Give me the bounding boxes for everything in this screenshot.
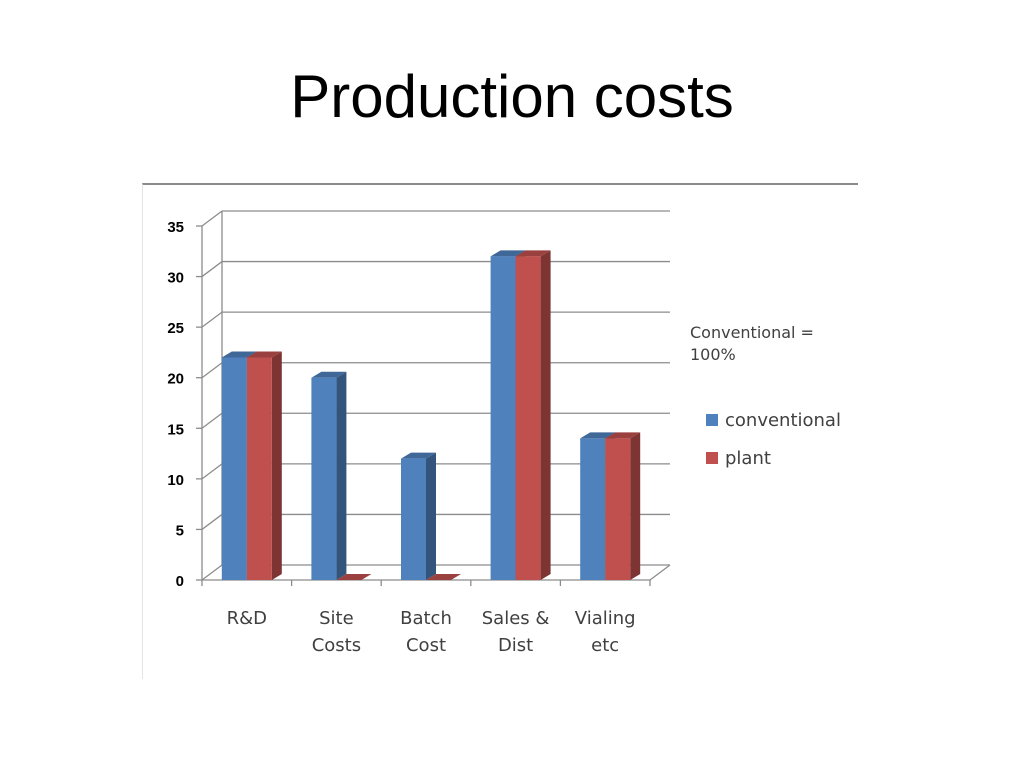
y-tick-label: 35: [167, 219, 184, 236]
bar-front: [490, 256, 516, 580]
bar-side: [630, 432, 641, 580]
bar-top: [246, 351, 282, 358]
gridline-side: [201, 362, 223, 379]
legend-swatch-plant: [706, 452, 718, 464]
legend-item-plant: plant: [706, 439, 841, 477]
legend-label-conventional: conventional: [725, 409, 841, 431]
bar-plant: [246, 351, 282, 580]
y-tick-label: 10: [167, 472, 184, 489]
bar-plant: [336, 574, 372, 580]
bar-front: [221, 357, 247, 580]
floor-right-edge: [649, 564, 671, 581]
x-tick-label: Site Costs: [312, 608, 361, 656]
legend-item-conventional: conventional: [706, 401, 841, 439]
y-tick-label: 0: [176, 573, 184, 590]
legend: conventional plant: [706, 401, 841, 477]
x-tick-label-line: Cost: [406, 635, 446, 656]
x-tick-label: R&D: [227, 608, 267, 629]
y-tick-label: 30: [167, 270, 184, 287]
gridline-side: [201, 463, 223, 480]
bar-top: [490, 250, 526, 257]
bar-plant: [515, 250, 551, 581]
bar-conventional: [311, 371, 347, 580]
x-tick-label: Vialing etc: [575, 608, 636, 656]
bar-top: [515, 250, 551, 257]
gridlines: [201, 210, 670, 581]
bars: [221, 250, 641, 581]
x-tick-label-line: Batch: [400, 608, 452, 629]
bar-front: [605, 438, 631, 580]
gridline-side: [201, 210, 223, 227]
axis-labels: 0 5 10 15 20 25 30 35 R&D Site Costs Batch Cost Sales…: [167, 219, 635, 656]
bar-front: [246, 357, 272, 580]
y-tick-label: 20: [167, 371, 184, 388]
gridline-side: [201, 311, 223, 328]
bar-side: [271, 351, 282, 580]
bar-top: [580, 432, 616, 439]
bar-side: [540, 250, 551, 581]
gridline-side: [201, 261, 223, 278]
x-tick-label-line: etc: [591, 635, 619, 656]
bar-top: [336, 574, 372, 580]
y-tick-label: 25: [167, 320, 184, 337]
gridline-side: [201, 412, 223, 429]
legend-note: Conventional = 100%: [690, 323, 814, 364]
x-tick-label-line: Dist: [498, 635, 533, 656]
x-tick-label: Batch Cost: [400, 608, 452, 656]
bar-front: [580, 438, 606, 580]
gridline-side: [201, 513, 223, 530]
y-tick-label: 5: [176, 522, 184, 539]
bar-front: [515, 256, 541, 580]
bar-top: [605, 432, 641, 439]
y-tick-label: 15: [167, 421, 184, 438]
legend-label-plant: plant: [725, 447, 771, 469]
x-tick-label: Sales & Dist: [482, 608, 550, 656]
bar-conventional: [401, 452, 436, 580]
x-tick-label-line: Vialing: [575, 608, 636, 629]
legend-swatch-conventional: [706, 414, 718, 426]
bar-side: [336, 371, 347, 580]
bar-plant: [605, 432, 641, 580]
x-tick-label-line: Sales &: [482, 608, 550, 629]
bar-side: [426, 452, 436, 580]
bar-plant: [426, 574, 461, 580]
bar-front: [311, 377, 337, 580]
gridline-side: [201, 564, 223, 581]
bar-top: [311, 371, 347, 378]
bar-top: [401, 452, 436, 459]
bar-front: [401, 458, 426, 580]
bar-top: [221, 351, 257, 358]
x-tick-label-line: R&D: [227, 608, 267, 629]
x-tick-label-line: Site: [319, 608, 354, 629]
bar-top: [426, 574, 461, 580]
slide-title: Production costs: [290, 63, 734, 130]
x-tick-label-line: Costs: [312, 635, 361, 656]
